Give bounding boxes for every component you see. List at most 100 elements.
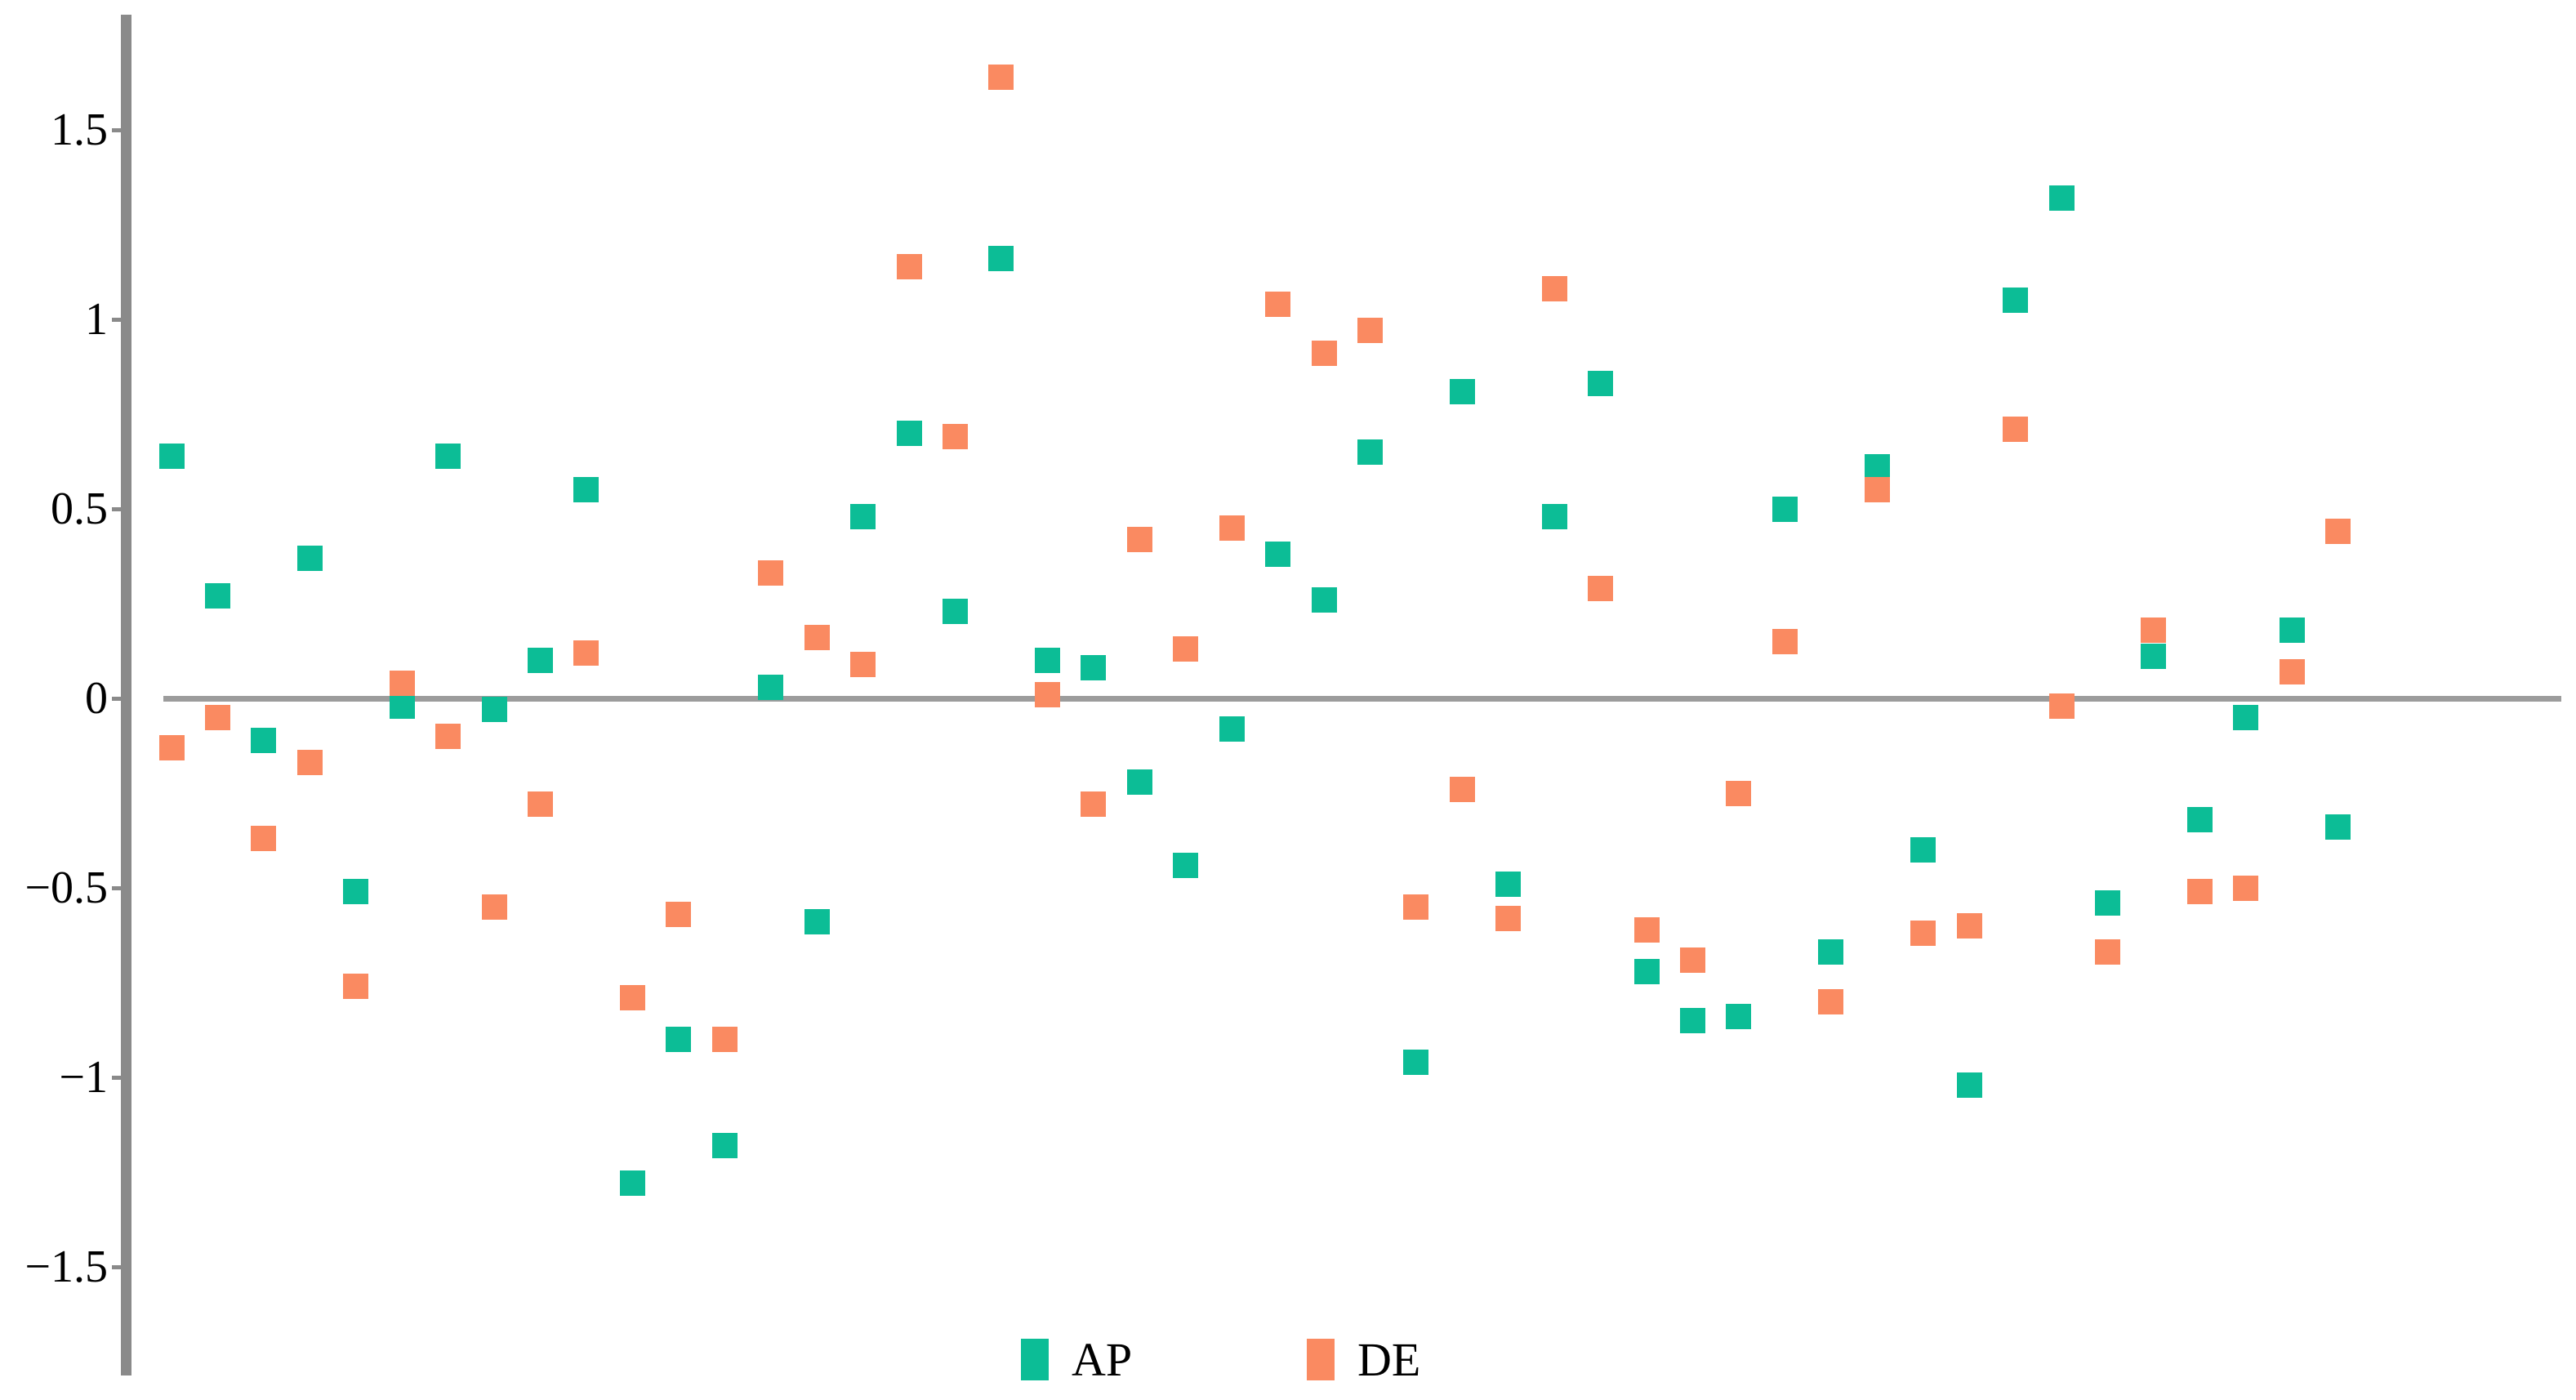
data-point-de [573,640,599,666]
data-point-ap [296,545,323,571]
data-point-ap [804,909,830,935]
data-point-ap [1449,378,1475,404]
data-point-de [1357,318,1383,344]
data-point-de [2003,417,2029,443]
legend-label-de: DE [1357,1333,1421,1386]
data-point-ap [2048,185,2075,212]
y-axis-tick-label: 0.5 [51,484,108,534]
data-point-ap [343,879,369,905]
data-point-ap [1633,958,1660,984]
data-point-ap [1541,503,1567,529]
data-point-de [2048,693,2075,719]
data-point-de [1818,988,1844,1014]
data-point-de [2094,939,2120,965]
data-point-de [2186,879,2213,905]
data-point-ap [2279,617,2305,643]
data-point-ap [1910,837,1936,863]
data-point-de [1173,636,1199,662]
data-point-ap [1588,371,1614,397]
data-point-ap [711,1133,738,1159]
data-point-de [1588,575,1614,601]
data-point-ap [942,598,968,624]
data-point-ap [1403,1049,1429,1075]
data-point-de [2325,519,2351,545]
data-point-de [481,894,507,920]
legend-item-ap: AP [1021,1336,1132,1384]
data-point-ap [1173,852,1199,878]
data-point-de [1495,905,1522,931]
data-point-de [2279,659,2305,685]
data-point-de [666,901,692,927]
y-axis-tick [112,127,121,132]
data-point-ap [528,648,554,674]
zero-line [163,696,2561,702]
data-point-ap [1034,648,1060,674]
data-point-de [850,651,876,677]
data-point-de [389,670,415,696]
data-point-de [158,734,185,760]
y-axis-tick [112,696,121,701]
data-point-ap [758,674,784,700]
data-point-ap [2186,806,2213,832]
data-point-de [1081,791,1107,818]
data-point-de [619,985,645,1011]
data-point-ap [2141,644,2167,670]
data-point-de [528,791,554,818]
data-point-ap [1864,454,1890,480]
y-axis-line [121,15,131,1375]
data-point-de [204,704,230,730]
data-point-ap [1126,769,1152,795]
y-axis-tick-label: 1 [85,294,108,345]
data-point-de [1633,916,1660,943]
data-point-de [1680,947,1706,973]
data-point-ap [204,583,230,609]
data-point-de [1403,894,1429,920]
data-point-ap [1726,1004,1752,1030]
data-point-de [758,560,784,586]
data-point-ap [1680,1007,1706,1033]
data-point-ap [1772,496,1798,522]
legend-swatch-de [1307,1339,1335,1380]
data-point-ap [2003,288,2029,314]
legend-item-de: DE [1307,1333,1421,1386]
data-point-de [1726,780,1752,806]
data-point-de [1864,477,1890,503]
data-point-de [1541,276,1567,302]
data-point-ap [158,443,185,469]
data-point-ap [2233,704,2259,730]
data-point-ap [251,727,277,753]
data-point-de [296,750,323,776]
data-point-ap [1956,1072,1982,1098]
data-point-de [1449,776,1475,802]
data-point-ap [481,697,507,723]
data-point-ap [1311,586,1337,613]
data-point-de [1034,681,1060,707]
data-point-de [1219,515,1245,541]
data-point-ap [666,1027,692,1053]
data-point-de [251,826,277,852]
data-point-ap [389,693,415,719]
y-axis-tick-label: −1.5 [25,1242,108,1292]
data-point-de [2141,617,2167,643]
data-point-de [896,253,922,279]
y-axis-tick-label: −1 [59,1052,108,1103]
data-point-ap [1495,871,1522,897]
y-axis-tick [112,1264,121,1269]
y-axis-tick-label: 1.5 [51,105,108,155]
y-axis-tick [112,885,121,890]
data-point-de [1772,628,1798,654]
data-point-ap [1219,716,1245,742]
data-point-de [942,424,968,450]
legend: AP DE [0,1331,2576,1389]
data-point-ap [1265,542,1291,568]
data-point-de [2233,875,2259,901]
data-point-ap [850,503,876,529]
data-point-de [343,974,369,1000]
data-point-de [1126,526,1152,552]
data-point-ap [988,246,1014,272]
data-point-de [711,1027,738,1053]
data-point-de [1311,341,1337,367]
y-axis-tick-label: 0 [85,673,108,724]
data-point-de [435,723,461,749]
